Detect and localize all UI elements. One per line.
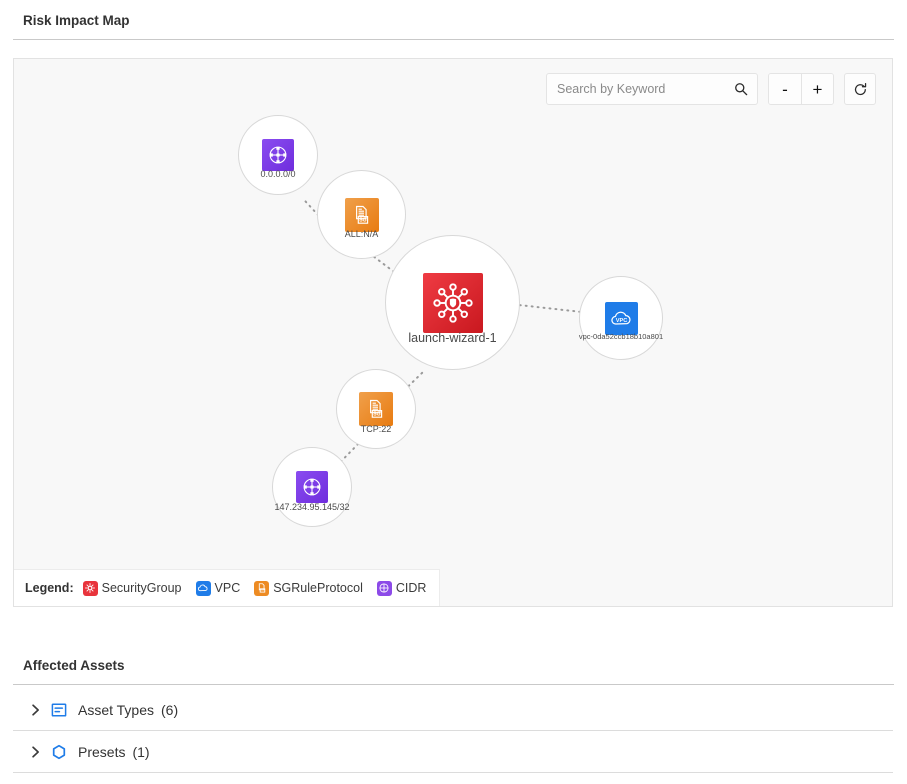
- search-field-wrapper[interactable]: [546, 73, 758, 105]
- legend-label: SGRuleProtocol: [273, 581, 363, 595]
- legend-label: CIDR: [395, 581, 427, 595]
- sg-rule-protocol-icon: [254, 580, 270, 596]
- graph-node-sgrule-all[interactable]: SG ALL:N/A: [317, 170, 406, 259]
- title-divider: [13, 39, 894, 40]
- search-icon[interactable]: [734, 82, 748, 96]
- chevron-right-icon[interactable]: [22, 703, 48, 717]
- svg-text:SG: SG: [373, 412, 380, 418]
- graph-node-label: 0.0.0.0/0: [260, 169, 296, 179]
- asset-types-icon: [48, 702, 70, 718]
- legend-label: VPC: [214, 581, 241, 595]
- sg-rule-protocol-icon: SG: [359, 392, 393, 426]
- legend-item-security-group: SecurityGroup: [82, 580, 182, 596]
- zoom-in-button[interactable]: +: [801, 74, 833, 104]
- chevron-right-icon[interactable]: [22, 745, 48, 759]
- vpc-icon: VPC: [604, 301, 638, 335]
- asset-row-label: Presets: [78, 743, 126, 760]
- graph-node-label: launch-wizard-1: [408, 331, 497, 345]
- cidr-icon: [376, 580, 392, 596]
- asset-row-presets[interactable]: Presets (1): [13, 731, 893, 773]
- graph-node-label: 147.234.95.145/32: [274, 502, 350, 512]
- asset-row-count: (1): [132, 743, 150, 760]
- security-group-icon: [82, 580, 98, 596]
- vpc-icon: [195, 580, 211, 596]
- zoom-controls: - +: [768, 73, 834, 105]
- graph-node-cidr-host[interactable]: 147.234.95.145/32: [272, 447, 352, 527]
- cidr-icon: [262, 139, 294, 171]
- graph-node-label: TCP:22: [360, 424, 392, 434]
- page-title: Risk Impact Map: [23, 13, 130, 28]
- graph-node-launch-wizard-1[interactable]: launch-wizard-1: [385, 235, 520, 370]
- graph-node-label: vpc-0da52ccb18b10a801: [578, 332, 664, 341]
- graph-node-label: ALL:N/A: [344, 229, 379, 239]
- legend-bar: Legend: SecurityGroup VPC: [14, 569, 441, 606]
- affected-assets-divider: [13, 684, 894, 685]
- search-input[interactable]: [547, 74, 757, 104]
- svg-text:SG: SG: [359, 217, 366, 223]
- graph-node-sgrule-tcp22[interactable]: SG TCP:22: [336, 369, 416, 449]
- legend-item-vpc: VPC: [195, 580, 241, 596]
- legend-item-sg-rule-protocol: SGRuleProtocol: [254, 580, 363, 596]
- affected-assets-section: Affected Assets: [0, 658, 907, 685]
- legend-label: SecurityGroup: [101, 581, 182, 595]
- sg-rule-protocol-icon: SG: [344, 197, 379, 232]
- risk-impact-map-section: Risk Impact Map: [0, 13, 907, 40]
- asset-row-asset-types[interactable]: Asset Types (6): [13, 689, 893, 731]
- presets-icon: [48, 744, 70, 760]
- edge-launch-wizard-to-vpc: [518, 304, 584, 314]
- refresh-icon: [853, 82, 868, 97]
- reset-view-button[interactable]: [844, 73, 876, 105]
- security-group-icon: [422, 272, 483, 333]
- asset-row-count: (6): [161, 701, 179, 718]
- cidr-icon: [296, 471, 328, 503]
- legend-title: Legend:: [25, 581, 74, 595]
- affected-assets-title: Affected Assets: [23, 658, 125, 673]
- zoom-out-button[interactable]: -: [769, 74, 801, 104]
- legend-item-cidr: CIDR: [376, 580, 427, 596]
- graph-toolbar: - +: [546, 73, 876, 105]
- risk-impact-graph-panel[interactable]: 0.0.0.0/0 SG ALL:N/A: [13, 58, 893, 607]
- asset-row-label: Asset Types: [78, 701, 155, 718]
- graph-node-cidr-any[interactable]: 0.0.0.0/0: [238, 115, 318, 195]
- graph-node-vpc[interactable]: VPC vpc-0da52ccb18b10a801: [579, 276, 663, 360]
- svg-text:VPC: VPC: [615, 318, 627, 324]
